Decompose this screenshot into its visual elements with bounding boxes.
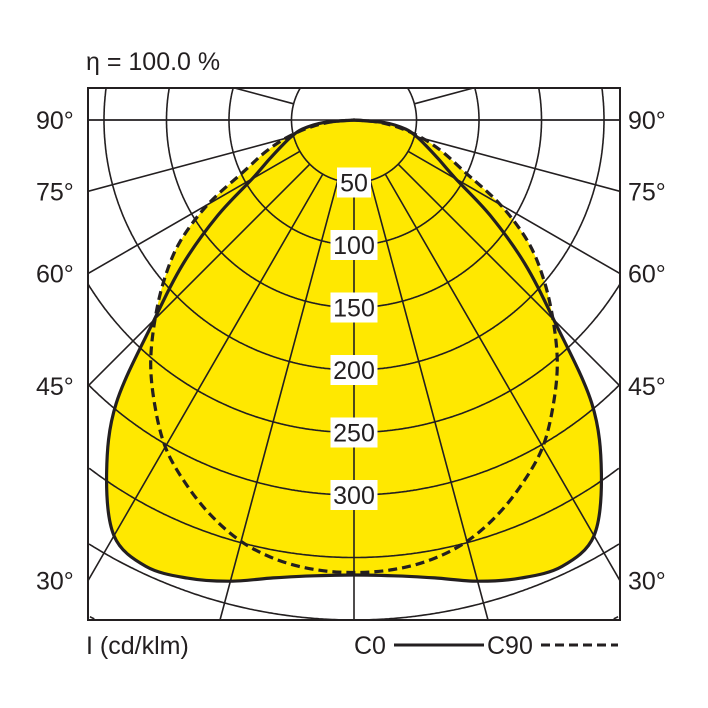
grid-radial-75: [414, 135, 620, 193]
tick-label-bg: [330, 480, 378, 510]
grid-circle-450: [89, 615, 619, 620]
radial-tick-250: 250: [333, 420, 375, 448]
grid-radial-300: [88, 150, 301, 275]
radial-tick-50: 50: [340, 170, 368, 198]
radial-tick-150: 150: [333, 295, 375, 323]
grid-radial-315: [88, 163, 311, 387]
angle-label-left-60: 60°: [36, 261, 74, 289]
radial-tick-300: 300: [333, 482, 375, 510]
angle-label-right-30: 30°: [628, 568, 666, 596]
tick-label-bg: [337, 167, 371, 198]
angle-label-right-45: 45°: [628, 373, 666, 401]
radial-tick-200: 200: [333, 357, 375, 385]
angle-label-left-75: 75°: [36, 178, 74, 206]
angle-label-right-90: 90°: [628, 107, 666, 135]
grid-radial-330: [88, 173, 324, 582]
intensity-curves: [104, 118, 604, 583]
tick-label-bg: [330, 292, 378, 323]
curve-C90: [149, 118, 559, 575]
grid-radial-105: [414, 88, 474, 105]
tick-label-bg: [330, 355, 378, 385]
grid-circle-100: [228, 88, 480, 246]
angle-label-left-90: 90°: [36, 107, 74, 135]
chart-title: η = 100.0 %: [86, 48, 220, 76]
grid-radial-45: [397, 163, 620, 387]
legend-c90-label: C90: [487, 632, 533, 660]
angle-label-left-45: 45°: [36, 373, 74, 401]
grid-radial-345: [219, 180, 339, 620]
tick-label-bg: [330, 230, 378, 260]
plot-frame: [87, 87, 621, 621]
curve-C0: [104, 118, 604, 583]
grid-circle-150: [165, 88, 543, 309]
legend-c0-label: C0: [354, 632, 386, 660]
grid-circle-200: [103, 88, 605, 371]
unit-label: I (cd/klm): [86, 632, 189, 660]
radial-tick-labels: 50 100 150 200 250 300: [330, 167, 378, 510]
grid-circle-250: [88, 283, 620, 434]
grid-radial-60: [407, 150, 620, 275]
tick-label-bg: [330, 417, 378, 448]
grid-radial-15: [369, 180, 489, 620]
angle-label-right-75: 75°: [628, 178, 666, 206]
grid-radial-285: [88, 135, 294, 193]
grid-radial-30: [384, 173, 620, 582]
radial-tick-100: 100: [333, 232, 375, 260]
grid-circle-300: [88, 384, 620, 496]
angle-label-left-30: 30°: [36, 568, 74, 596]
grid-radial-255: [234, 88, 294, 105]
grid-circle-350: [88, 467, 620, 559]
grid-circle-400: [88, 543, 620, 620]
angle-labels: 90° 90° 75° 75° 60° 60° 45° 45° 30° 30°: [36, 107, 666, 596]
angle-label-right-60: 60°: [628, 261, 666, 289]
